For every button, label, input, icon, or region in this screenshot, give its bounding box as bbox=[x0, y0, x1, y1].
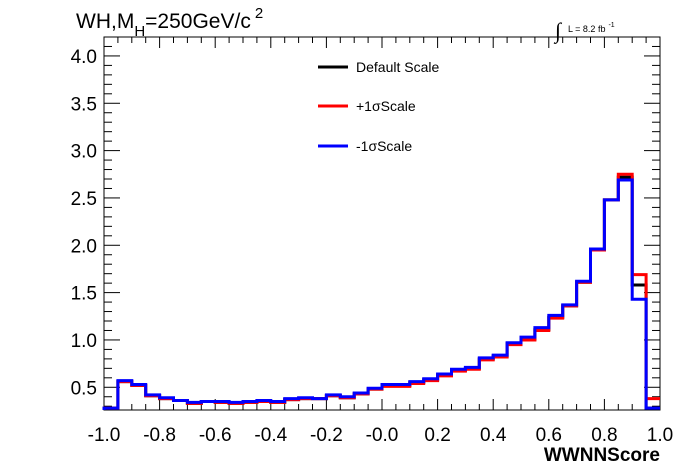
x-tick-label: 0.2 bbox=[424, 425, 450, 446]
y-tick-label: 1.0 bbox=[71, 331, 97, 352]
x-axis: -1.0 -0.8 -0.6 -0.4 -0.2 -0.0 0.2 0.4 0.6 0.8 1.0 bbox=[88, 37, 673, 446]
x-tick-label: -0.8 bbox=[143, 425, 176, 446]
plot-frame bbox=[103, 36, 661, 411]
y-tick-label: 2.5 bbox=[71, 189, 97, 210]
x-tick-label: -1.0 bbox=[88, 425, 121, 446]
x-axis-label: WWNNScore bbox=[544, 445, 660, 466]
series-line-2 bbox=[102, 178, 660, 410]
x-tick-label: -0.6 bbox=[199, 425, 232, 446]
y-tick-label: 0.5 bbox=[71, 378, 97, 399]
x-tick-label: -0.4 bbox=[254, 425, 287, 446]
legend: Default Scale +1σScale -1σScale bbox=[318, 59, 439, 154]
y-tick-label: 3.5 bbox=[71, 94, 97, 115]
y-tick-label: 1.5 bbox=[71, 284, 97, 305]
x-tick-label: -0.0 bbox=[366, 425, 399, 446]
x-tick-label: 0.6 bbox=[536, 425, 562, 446]
chart-title: WH,MH=250GeV/c 2 bbox=[76, 5, 263, 40]
legend-entry-2: -1σScale bbox=[356, 138, 412, 154]
series-layer bbox=[102, 172, 660, 410]
legend-entry-0: Default Scale bbox=[356, 59, 439, 75]
legend-entry-1: +1σScale bbox=[356, 98, 416, 114]
y-tick-label: 3.0 bbox=[71, 142, 97, 163]
y-tick-label: 4.0 bbox=[71, 47, 97, 68]
y-tick-label: 2.0 bbox=[71, 236, 97, 257]
x-tick-label: 1.0 bbox=[647, 425, 673, 446]
x-tick-label: -0.2 bbox=[310, 425, 343, 446]
lumi-integral-symbol: ∫ bbox=[553, 18, 563, 44]
x-tick-label: 0.4 bbox=[480, 425, 507, 446]
y-axis: 0.5 1.0 1.5 2.0 2.5 3.0 3.5 4.0 bbox=[71, 36, 660, 407]
x-tick-label: 0.8 bbox=[591, 425, 617, 446]
lumi-label: L = 8.2 fb -1 bbox=[568, 22, 615, 34]
